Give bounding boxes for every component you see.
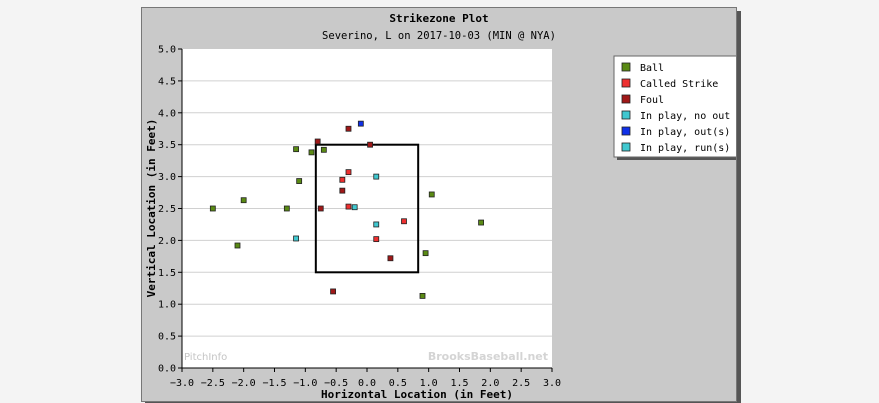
legend: Ball Called Strike Foul In play, no out In p…: [613, 55, 736, 160]
pitch-point: [478, 219, 484, 226]
y-tick-label: 1.0: [158, 300, 176, 311]
legend-box: [613, 55, 736, 158]
x-tick-label: 0.5: [389, 378, 407, 389]
pitch-point: [351, 204, 358, 211]
pitch-point: [240, 197, 247, 204]
pitch-point: [357, 120, 364, 127]
pitch-point: [209, 205, 216, 212]
pitch-point: [283, 205, 290, 212]
y-tick-label: 2.0: [158, 236, 176, 247]
legend-entry: In play, no out: [640, 111, 730, 122]
y-tick-label: 0.5: [158, 332, 176, 343]
legend-swatch: [621, 142, 631, 152]
pitch-point: [234, 242, 241, 249]
pitch-point: [314, 138, 321, 145]
x-tick-label: 2.5: [512, 378, 530, 389]
chart-title: Strikezone Plot: [389, 12, 488, 25]
y-tick-label: 1.5: [158, 268, 176, 279]
pitch-point: [387, 255, 394, 262]
axes: 0.0 0.5 1.0 1.5 2.0 2.5 3.0 3.5 4.0 4.5 5.0 −3.0 −2.…: [158, 45, 561, 390]
pitch-point: [422, 250, 429, 257]
pitchinfo-watermark: PitchInfo: [184, 352, 227, 363]
y-tick-label: 0.0: [158, 364, 176, 375]
legend-entry: In play, run(s): [640, 143, 730, 154]
x-tick-label: 0.0: [358, 378, 376, 389]
pitch-point: [428, 191, 435, 198]
pitch-point: [339, 176, 346, 183]
pitch-point: [401, 218, 407, 225]
chart-subtitle: Severino, L on 2017-10-03 (MIN @ NYA): [322, 30, 556, 42]
strike-zone-layer: [314, 143, 420, 274]
pitch-point: [317, 205, 324, 212]
pitch-point: [345, 125, 352, 132]
x-tick-label: −1.5: [262, 378, 286, 389]
pitch-points: [209, 120, 484, 299]
pitch-point: [320, 146, 327, 153]
pitch-point: [345, 203, 352, 210]
legend-entry: Called Strike: [640, 79, 718, 90]
y-tick-label: 4.0: [158, 108, 176, 119]
pitch-point: [373, 173, 380, 180]
y-tick-label: 3.0: [158, 172, 176, 183]
legend-entry: In play, out(s): [640, 127, 730, 138]
legend-swatch: [621, 126, 631, 136]
x-tick-label: −2.0: [232, 378, 256, 389]
legend-entry: Ball: [640, 63, 664, 74]
x-axis-label: Horizontal Location (in Feet): [321, 388, 513, 401]
x-tick-label: 2.0: [481, 378, 499, 389]
legend-swatch: [621, 94, 631, 104]
pitch-point: [293, 146, 299, 153]
x-tick-label: −0.5: [324, 378, 348, 389]
y-tick-label: 5.0: [158, 45, 176, 56]
pitch-point: [296, 178, 303, 184]
chart-panel: Strikezone Plot Severino, L on 2017-10-0…: [141, 7, 737, 402]
y-tick-label: 3.5: [158, 140, 176, 151]
pitch-point: [419, 293, 426, 299]
watermarks: PitchInfo BrooksBaseball.net: [184, 350, 548, 363]
x-tick-label: 1.0: [420, 378, 438, 389]
pitch-point: [339, 187, 346, 194]
x-tick-label: −2.5: [201, 378, 225, 389]
pitch-point: [330, 288, 336, 295]
legend-swatch: [621, 62, 631, 72]
strike-zone-box: [314, 143, 420, 274]
legend-swatch: [621, 78, 631, 88]
x-tick-label: 1.5: [450, 378, 468, 389]
x-tick-label: 3.0: [543, 378, 561, 389]
x-tick-label: −1.0: [293, 378, 317, 389]
legend-swatch: [621, 110, 631, 120]
y-tick-label: 2.5: [158, 204, 176, 215]
pitch-point: [367, 141, 373, 148]
pitch-point: [373, 236, 380, 243]
pitch-point: [345, 169, 352, 176]
pitch-point: [373, 221, 380, 228]
x-tick-label: −3.0: [170, 378, 194, 389]
pitch-point: [308, 149, 315, 156]
strikezone-chart: Strikezone Plot Severino, L on 2017-10-0…: [145, 12, 736, 401]
legend-entry: Foul: [640, 95, 664, 106]
y-axis-label: Vertical Location (in Feet): [145, 119, 158, 298]
y-tick-label: 4.5: [158, 76, 176, 87]
pitch-point: [293, 235, 299, 242]
brooksbaseball-watermark: BrooksBaseball.net: [428, 350, 548, 363]
